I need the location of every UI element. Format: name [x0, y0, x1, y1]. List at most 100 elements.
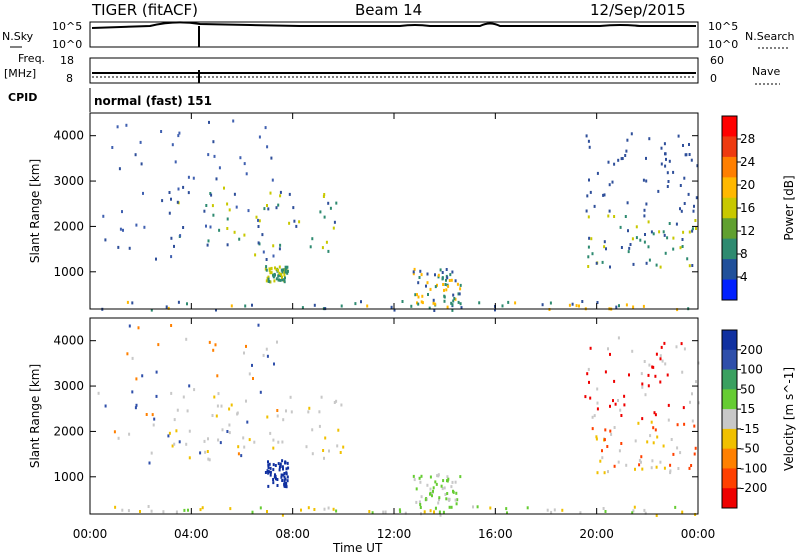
power-cell	[620, 246, 623, 249]
velocity-cell	[591, 427, 594, 431]
velocity-cell	[104, 404, 107, 408]
velocity-cell	[650, 420, 653, 424]
velocity-cell	[318, 410, 321, 414]
power-cell	[288, 192, 291, 196]
velocity-cell	[618, 449, 621, 453]
power-cell	[278, 265, 281, 269]
power-cell	[170, 255, 173, 259]
power-cell	[432, 298, 435, 302]
velocity-cell	[634, 439, 637, 443]
velocity-cell	[134, 406, 137, 410]
velocity-cell	[526, 506, 529, 510]
nave-tick-top: 60	[710, 54, 724, 67]
power-cell	[421, 301, 424, 305]
velocity-cell	[593, 414, 596, 418]
velocity-cell	[595, 435, 598, 439]
power-cell	[230, 304, 233, 308]
power-cell	[205, 224, 207, 228]
velocity-cell	[596, 471, 599, 475]
velocity-cell	[242, 436, 245, 440]
power-cell	[226, 227, 229, 230]
velocity-cell	[243, 351, 245, 355]
noise-sky-trace	[91, 21, 696, 29]
velocity-cell	[435, 506, 437, 510]
velocity-cell	[447, 477, 450, 481]
velocity-cell	[609, 429, 612, 433]
velocity-cell	[655, 465, 658, 469]
velocity-cell	[446, 479, 449, 483]
velocity-cell	[269, 431, 272, 435]
power-cell	[663, 142, 666, 146]
power-cell	[187, 175, 190, 179]
power-cell	[428, 306, 431, 310]
power-cell	[270, 271, 273, 275]
velocity-cell	[587, 367, 590, 371]
power-cell	[432, 301, 435, 305]
velocity-cell	[419, 503, 422, 506]
power-cell	[451, 270, 454, 274]
velocity-cell	[439, 513, 442, 517]
velocity-cell	[272, 468, 275, 472]
power-cell	[266, 145, 269, 149]
power-cell	[668, 222, 671, 225]
noise-right-tick-bottom: 10^0	[708, 38, 738, 51]
y-tick-label: 2000	[53, 424, 84, 438]
power-cell	[587, 265, 590, 268]
velocity-cell	[664, 362, 667, 366]
power-cell	[452, 299, 455, 303]
power-cell	[587, 139, 590, 143]
velocity-cell	[681, 370, 684, 374]
power-cell	[420, 273, 423, 277]
colorbar-swatch	[722, 279, 737, 301]
power-cell	[119, 227, 122, 231]
velocity-cell	[215, 414, 218, 418]
power-cell	[581, 300, 584, 303]
power-cell	[607, 160, 610, 164]
velocity-cell	[237, 445, 240, 449]
velocity-cell	[602, 507, 605, 510]
power-cell	[446, 276, 449, 280]
velocity-cell	[135, 377, 138, 381]
velocity-cell	[336, 444, 339, 448]
velocity-cell	[323, 507, 326, 511]
velocity-cell	[641, 382, 644, 386]
colorbar-swatch	[722, 349, 737, 371]
velocity-cell	[446, 492, 449, 495]
colorbar-tick-label: 16	[740, 201, 755, 215]
power-cell	[603, 245, 606, 249]
power-cell	[585, 134, 588, 138]
power-cell	[672, 236, 675, 240]
date-label: 12/Sep/2015	[590, 1, 686, 19]
power-cell	[280, 273, 283, 276]
velocity-cell	[688, 466, 691, 470]
power-cell	[679, 184, 682, 187]
velocity-cell	[337, 428, 340, 432]
power-cell	[218, 228, 221, 232]
velocity-cell	[446, 475, 449, 479]
velocity-cell	[620, 414, 623, 417]
colorbar-swatch	[722, 409, 737, 430]
nsky-label: N.Sky	[2, 30, 34, 43]
velocity-cell	[640, 460, 642, 464]
power-cell	[417, 302, 420, 306]
power-cell	[283, 280, 286, 284]
power-cell	[613, 215, 616, 218]
velocity-cell	[398, 508, 401, 512]
power-cell	[446, 305, 449, 309]
velocity-cell	[267, 466, 270, 469]
velocity-cell	[269, 466, 272, 470]
velocity-cell	[323, 456, 325, 460]
power-cell	[682, 144, 684, 147]
power-cell	[243, 233, 246, 237]
velocity-cell	[617, 399, 619, 402]
velocity-cell	[285, 485, 288, 489]
power-cell	[155, 257, 157, 261]
power-cell	[676, 308, 679, 312]
power-cell	[596, 301, 599, 304]
velocity-cell	[289, 395, 292, 399]
velocity-cell	[596, 401, 599, 405]
velocity-cell	[213, 395, 216, 399]
velocity-cell	[121, 508, 124, 512]
noise-panel: N.Sky N.Search 10^5 10^0 10^5 10^0	[2, 20, 795, 51]
